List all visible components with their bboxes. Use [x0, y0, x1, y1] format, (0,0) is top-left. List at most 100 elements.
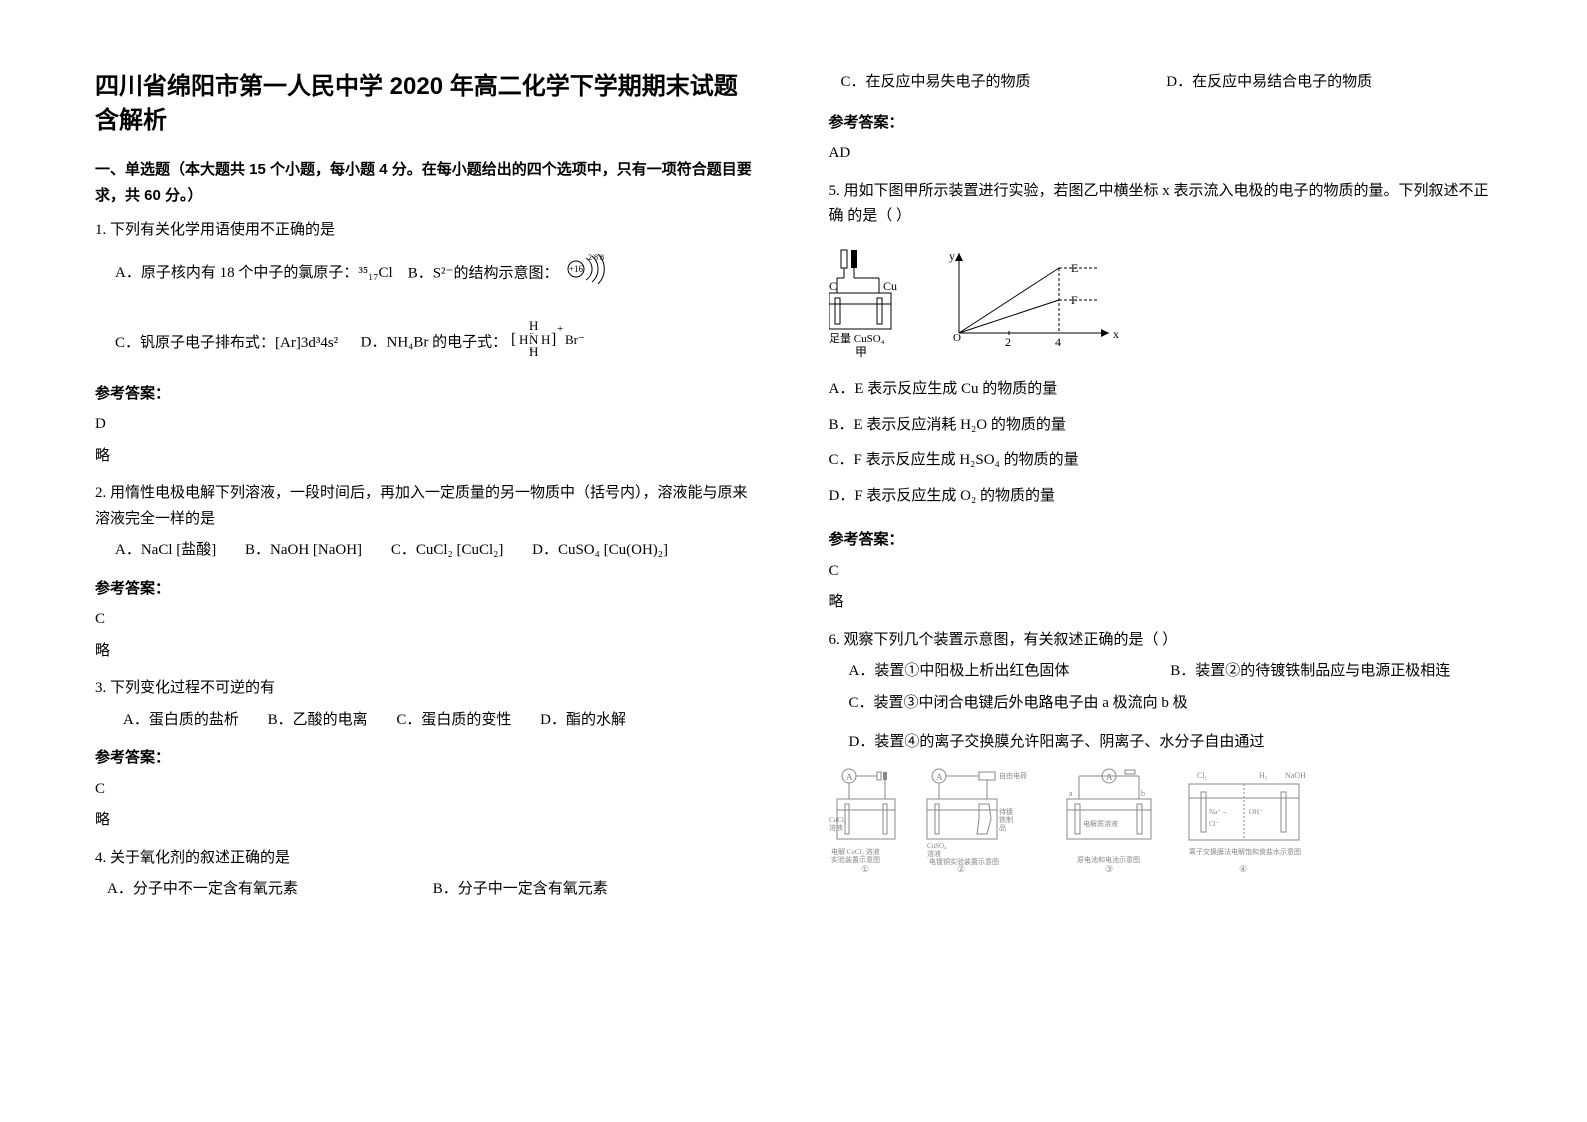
q1-optA: A．原子核内有 18 个中子的氯原子：³⁵₁₇Cl — [115, 259, 393, 288]
q3-optD: D．酯的水解 — [540, 712, 626, 728]
tick-4: 4 — [1055, 335, 1061, 349]
svg-text:电解 CuCl₂ 溶液: 电解 CuCl₂ 溶液 — [831, 847, 880, 856]
svg-text:③: ③ — [1105, 864, 1113, 874]
svg-text:原电池和电池示意图: 原电池和电池示意图 — [1077, 855, 1140, 864]
q3-options: A．蛋白质的盐析 B．乙酸的电离 C．蛋白质的变性 D．酯的水解 — [123, 708, 759, 734]
svg-text:①: ① — [861, 864, 869, 874]
q3-omit: 略 — [95, 808, 759, 834]
q6-optB: B．装置②的待镀铁制品应与电源正极相连 — [1170, 659, 1492, 685]
svg-text:CuSO₄: CuSO₄ — [927, 842, 947, 850]
question-6: 6. 观察下列几个装置示意图，有关叙述正确的是（ ） A．装置①中阳极上析出红色… — [829, 628, 1493, 884]
q2-answer: C — [95, 607, 759, 633]
svg-text:2: 2 — [588, 253, 592, 262]
svg-text:A: A — [1106, 772, 1113, 782]
question-5: 5. 用如下图甲所示装置进行实验，若图乙中横坐标 x 表示流入电极的电子的物质的… — [829, 179, 1493, 510]
svg-text:b: b — [1141, 789, 1145, 798]
q5-answer: C — [829, 559, 1493, 585]
q3-optB: B．乙酸的电离 — [268, 712, 368, 728]
svg-text:②: ② — [957, 864, 965, 874]
svg-text:溶液: 溶液 — [927, 849, 941, 858]
q2-optC: C．CuCl₂ [CuCl₂] — [391, 542, 504, 558]
question-1: 1. 下列有关化学用语使用不正确的是 A．原子核内有 18 个中子的氯原子：³⁵… — [95, 218, 759, 369]
q2-stem: 2. 用惰性电极电解下列溶液，一段时间后，再加入一定质量的另一物质中（括号内），… — [95, 481, 759, 532]
q5-optC: C．F 表示反应生成 H₂SO₄ 的物质的量 — [829, 448, 1493, 474]
svg-text:电解质溶液: 电解质溶液 — [1083, 819, 1118, 828]
q2-options: A．NaCl [盐酸] B．NaOH [NaOH] C．CuCl₂ [CuCl₂… — [115, 538, 759, 564]
line-F: F — [1071, 293, 1078, 307]
q5-omit: 略 — [829, 590, 1493, 616]
q5-figure: C Cu 足量 CuSO₄ 甲 y x O E F 2 — [829, 238, 1493, 368]
svg-text:④: ④ — [1239, 864, 1247, 874]
q1-answer-label: 参考答案： — [95, 381, 759, 407]
svg-text:OH⁻: OH⁻ — [1249, 808, 1263, 816]
q5-answer-label: 参考答案： — [829, 527, 1493, 553]
page-title: 四川省绵阳市第一人民中学 2020 年高二化学下学期期末试题含解析 — [95, 70, 759, 137]
question-4: 4. 关于氧化剂的叙述正确的是 A．分子中不一定含有氧元素 B．分子中一定含有氧… — [95, 846, 759, 903]
left-column: 四川省绵阳市第一人民中学 2020 年高二化学下学期期末试题含解析 一、单选题（… — [95, 70, 759, 1052]
axis-x: x — [1113, 327, 1119, 341]
svg-text:离子交换膜法电解饱和食盐水示意图: 离子交换膜法电解饱和食盐水示意图 — [1189, 847, 1301, 856]
svg-text:+16: +16 — [569, 264, 584, 274]
svg-text:A: A — [936, 772, 943, 782]
svg-text:CuCl₂: CuCl₂ — [829, 816, 847, 824]
svg-text:H: H — [541, 332, 550, 347]
nh4br-electron-formula-icon: [ H ‥ H N H ‥ H ] + Br⁻ — [511, 318, 589, 369]
q1-optC: C．钒原子电子排布式：[Ar]3d³4s² — [115, 329, 338, 358]
q3-optA: A．蛋白质的盐析 — [123, 712, 239, 728]
q4-options: A．分子中不一定含有氧元素 B．分子中一定含有氧元素 — [107, 877, 759, 903]
svg-text:‥: ‥ — [529, 343, 534, 352]
svg-text:待镀: 待镀 — [999, 807, 1013, 816]
right-column: C．在反应中易失电子的物质 D．在反应中易结合电子的物质 参考答案： AD 5.… — [829, 70, 1493, 1052]
q2-optD: D．CuSO₄ [Cu(OH)₂] — [532, 542, 668, 558]
q6-stem: 6. 观察下列几个装置示意图，有关叙述正确的是（ ） — [829, 628, 1493, 654]
q6-optD: D．装置④的离子交换膜允许阳离子、阴离子、水分子自由通过 — [849, 730, 1493, 756]
svg-text:H: H — [519, 332, 528, 347]
q1-optB: B．S²⁻的结构示意图： +16 2 8 8 — [408, 250, 613, 299]
axis-y: y — [949, 249, 955, 263]
q2-optB: B．NaOH [NaOH] — [245, 542, 362, 558]
q4-answer: AD — [829, 141, 1493, 167]
q5-optD: D．F 表示反应生成 O₂ 的物质的量 — [829, 484, 1493, 510]
svg-text:Cl₂: Cl₂ — [1197, 771, 1208, 780]
svg-text:O: O — [953, 332, 961, 344]
q4-stem: 4. 关于氧化剂的叙述正确的是 — [95, 846, 759, 872]
svg-text:A: A — [846, 772, 853, 782]
q6-optA: A．装置①中阳极上析出红色固体 — [849, 659, 1171, 685]
line-E: E — [1071, 261, 1078, 275]
svg-text:+: + — [557, 323, 563, 335]
svg-text:溶液: 溶液 — [829, 823, 843, 832]
label-cuso4: 足量 CuSO₄ — [829, 332, 885, 345]
q1-optD: D．NH₄Br 的电子式： [ H ‥ H N H ‥ H ] + — [361, 318, 589, 369]
svg-text:a: a — [1069, 789, 1073, 798]
q3-optC: C．蛋白质的变性 — [396, 712, 511, 728]
svg-text:H₂: H₂ — [1259, 771, 1268, 780]
q4-optC: C．在反应中易失电子的物质 — [841, 70, 1167, 96]
svg-text:[: [ — [511, 331, 516, 348]
q6-devices-figure: A CuCl₂ 溶液 电解 CuCl₂ 溶液 实验装置示意图 ① A — [829, 764, 1309, 884]
q3-stem: 3. 下列变化过程不可逆的有 — [95, 676, 759, 702]
q3-answer: C — [95, 777, 759, 803]
label-C: C — [829, 279, 837, 293]
svg-text:品: 品 — [999, 824, 1006, 832]
q2-answer-label: 参考答案： — [95, 576, 759, 602]
q2-optA: A．NaCl [盐酸] — [115, 542, 216, 558]
q5-optB: B．E 表示反应消耗 H₂O 的物质的量 — [829, 413, 1493, 439]
q4-optB: B．分子中一定含有氧元素 — [433, 877, 759, 903]
section-1-header: 一、单选题（本大题共 15 个小题，每小题 4 分。在每小题给出的四个选项中，只… — [95, 157, 759, 208]
question-3: 3. 下列变化过程不可逆的有 A．蛋白质的盐析 B．乙酸的电离 C．蛋白质的变性… — [95, 676, 759, 733]
q3-answer-label: 参考答案： — [95, 745, 759, 771]
q5-optA: A．E 表示反应生成 Cu 的物质的量 — [829, 377, 1493, 403]
svg-text:]: ] — [551, 331, 556, 348]
svg-text:Cl⁻: Cl⁻ — [1209, 820, 1220, 828]
svg-text:8: 8 — [594, 253, 598, 262]
q6-optC: C．装置③中闭合电键后外电路电子由 a 极流向 b 极 — [849, 691, 1493, 717]
q2-omit: 略 — [95, 639, 759, 665]
q1-options: A．原子核内有 18 个中子的氯原子：³⁵₁₇Cl B．S²⁻的结构示意图： +… — [115, 250, 759, 369]
svg-text:H: H — [529, 318, 538, 333]
q4-optA: A．分子中不一定含有氧元素 — [107, 877, 433, 903]
svg-text:自由电荷: 自由电荷 — [999, 771, 1027, 780]
q4-optD: D．在反应中易结合电子的物质 — [1166, 70, 1492, 96]
label-Cu: Cu — [883, 279, 897, 293]
svg-text:铁制: 铁制 — [999, 815, 1013, 824]
svg-text:Br⁻: Br⁻ — [565, 332, 585, 347]
